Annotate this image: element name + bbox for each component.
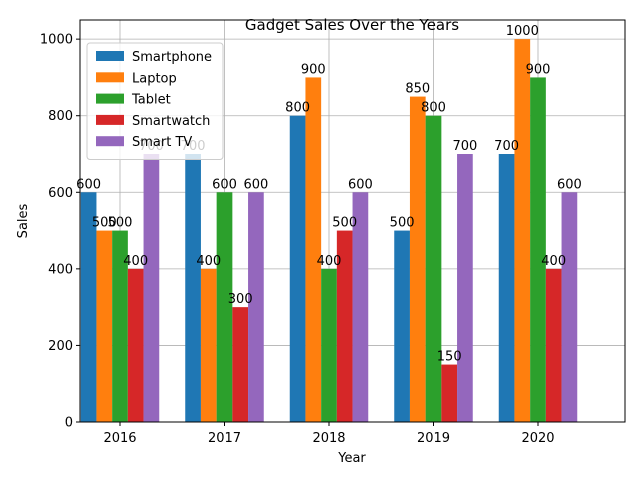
bar [112, 230, 128, 422]
data-label: 500 [108, 216, 133, 231]
legend-label: Laptop [132, 71, 177, 86]
data-label: 600 [76, 177, 101, 192]
y-tick-label: 400 [48, 262, 73, 277]
data-label: 600 [348, 177, 373, 192]
data-label: 800 [421, 101, 446, 116]
data-labels-layer: 600 700 800 500 700 500 400 900 850 1000 500 600 400… [76, 24, 582, 364]
bar [514, 39, 531, 423]
data-label: 150 [437, 350, 462, 365]
bar [289, 115, 306, 422]
legend: Smartphone Laptop Tablet Smartwatch Smart TV [86, 42, 224, 160]
legend-label: Smartphone [132, 50, 212, 65]
x-tick-label: 2017 [208, 431, 241, 446]
bar [545, 268, 562, 422]
data-label: 400 [123, 254, 148, 269]
legend-swatch [96, 136, 124, 147]
data-label: 900 [301, 62, 326, 77]
x-tick-label: 2019 [417, 431, 450, 446]
bar [352, 192, 369, 422]
bar [394, 230, 410, 422]
data-label: 600 [557, 177, 582, 192]
data-label: 400 [196, 254, 221, 269]
y-tick-label: 1000 [40, 33, 73, 48]
legend-label: Smart TV [132, 135, 192, 150]
data-label: 700 [452, 139, 477, 154]
x-axis-ticks: 2016 2017 2018 2019 2020 [103, 422, 555, 446]
y-axis-label: Sales [16, 203, 31, 238]
bar [530, 77, 546, 422]
bar [498, 154, 515, 422]
legend-label: Smartwatch [132, 114, 210, 129]
chart-title: Gadget Sales Over the Years [245, 16, 459, 34]
data-label: 800 [285, 101, 310, 116]
bar [409, 96, 426, 423]
bar [457, 154, 473, 422]
legend-swatch [96, 114, 124, 125]
data-label: 400 [541, 254, 566, 269]
bars-layer [80, 39, 578, 423]
x-tick-label: 2018 [312, 431, 345, 446]
plot-frame [79, 19, 626, 423]
y-tick-label: 200 [48, 339, 73, 354]
legend-swatch [96, 93, 124, 104]
bar [143, 154, 160, 422]
data-label: 400 [317, 254, 342, 269]
bar [336, 230, 353, 422]
bar [96, 230, 113, 422]
bar [200, 268, 217, 422]
y-tick-label: 800 [48, 109, 73, 124]
bar [305, 77, 322, 422]
y-tick-label: 0 [65, 416, 73, 431]
bar [321, 268, 337, 422]
x-tick-label: 2016 [103, 431, 136, 446]
y-tick-label: 600 [48, 186, 73, 201]
data-label: 700 [494, 139, 519, 154]
data-label: 850 [405, 82, 430, 97]
bar [248, 192, 264, 422]
y-axis-ticks: 0 200 400 600 800 1000 [40, 33, 80, 431]
data-label: 1000 [506, 24, 539, 39]
data-label: 500 [92, 216, 117, 231]
bar [80, 192, 97, 422]
bar [216, 192, 233, 422]
bar [425, 115, 442, 422]
bar [441, 364, 458, 422]
data-label: 600 [212, 177, 237, 192]
data-label: 300 [228, 292, 253, 307]
legend-swatch [96, 72, 124, 83]
data-label: 900 [526, 62, 551, 77]
bar [232, 307, 249, 422]
data-label: 500 [390, 216, 415, 231]
data-label: 600 [243, 177, 268, 192]
bar [561, 192, 578, 422]
legend-box [86, 42, 224, 160]
x-axis-label: Year [337, 451, 366, 466]
legend-label: Tablet [131, 93, 171, 108]
legend-swatch [96, 51, 124, 61]
bar [185, 154, 201, 422]
x-tick-label: 2020 [521, 431, 554, 446]
bar [127, 268, 144, 422]
data-label: 500 [332, 216, 357, 231]
